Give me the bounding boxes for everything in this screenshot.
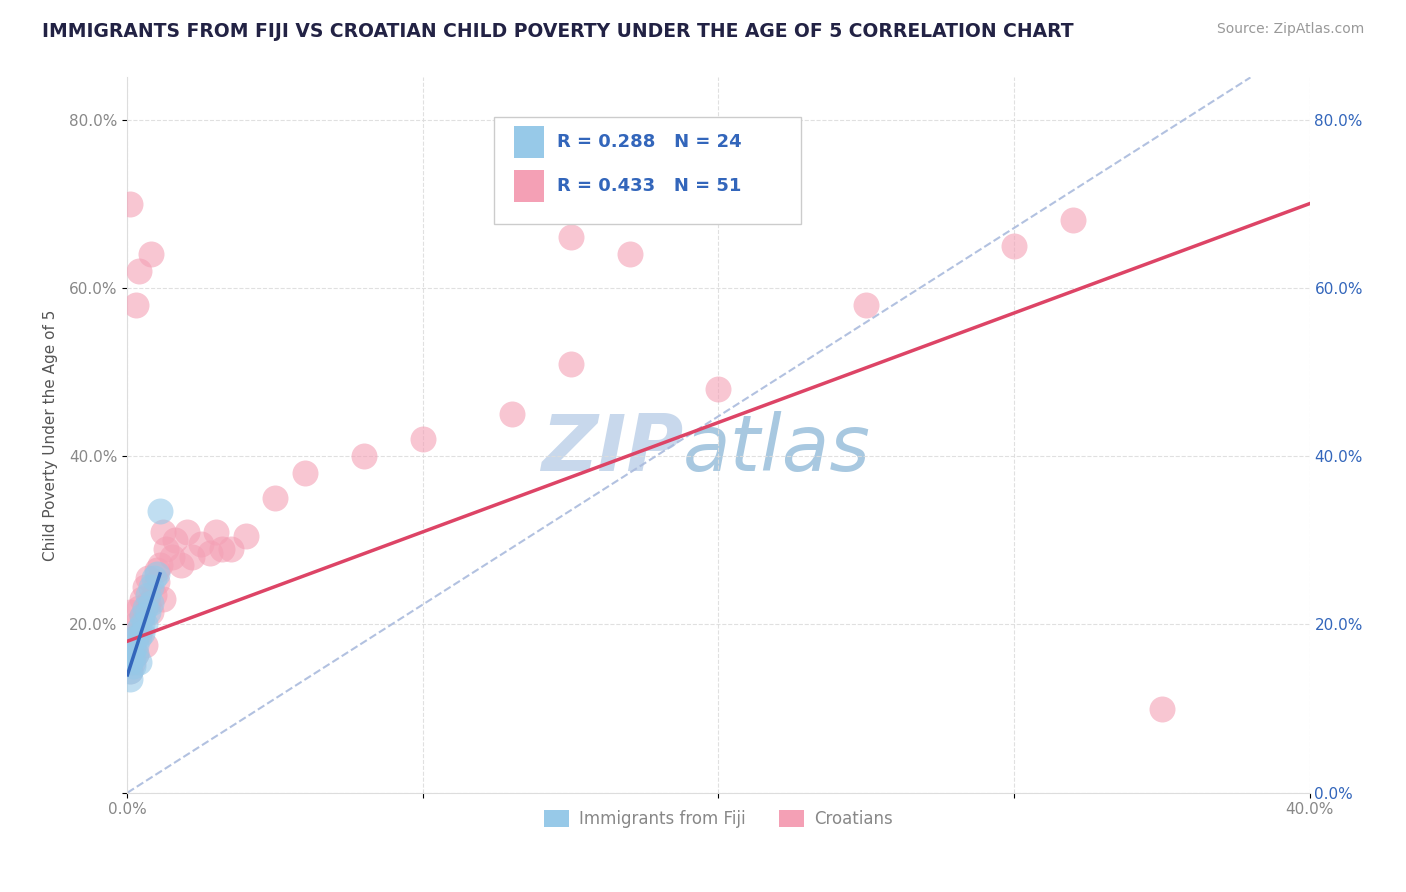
- Point: [143, 588, 166, 602]
- Point: [707, 382, 730, 396]
- Point: [205, 524, 228, 539]
- Point: [136, 605, 159, 619]
- Point: [294, 466, 316, 480]
- Point: [139, 596, 162, 610]
- Point: [120, 664, 142, 678]
- Point: [134, 617, 156, 632]
- Point: [125, 647, 148, 661]
- Point: [131, 592, 153, 607]
- Point: [160, 550, 183, 565]
- Point: [120, 196, 142, 211]
- Point: [152, 524, 174, 539]
- Point: [139, 580, 162, 594]
- Point: [120, 672, 142, 686]
- Point: [412, 432, 434, 446]
- Point: [120, 664, 142, 678]
- Point: [128, 622, 150, 636]
- Point: [560, 357, 582, 371]
- Point: [125, 630, 148, 644]
- Point: [131, 609, 153, 624]
- FancyBboxPatch shape: [494, 117, 801, 224]
- Point: [181, 550, 204, 565]
- Point: [125, 647, 148, 661]
- Point: [146, 563, 169, 577]
- Point: [619, 247, 641, 261]
- Point: [120, 630, 142, 644]
- Point: [128, 655, 150, 669]
- Point: [1062, 213, 1084, 227]
- Point: [176, 524, 198, 539]
- Text: IMMIGRANTS FROM FIJI VS CROATIAN CHILD POVERTY UNDER THE AGE OF 5 CORRELATION CH: IMMIGRANTS FROM FIJI VS CROATIAN CHILD P…: [42, 22, 1074, 41]
- Point: [122, 651, 145, 665]
- Text: R = 0.288   N = 24: R = 0.288 N = 24: [557, 133, 741, 152]
- Point: [264, 491, 287, 505]
- Point: [120, 605, 142, 619]
- Point: [169, 558, 191, 573]
- Point: [128, 264, 150, 278]
- Point: [122, 639, 145, 653]
- Point: [501, 407, 523, 421]
- Point: [163, 533, 186, 548]
- Point: [855, 298, 877, 312]
- Point: [131, 625, 153, 640]
- Point: [134, 580, 156, 594]
- Point: [219, 541, 242, 556]
- Y-axis label: Child Poverty Under the Age of 5: Child Poverty Under the Age of 5: [44, 310, 58, 561]
- Point: [128, 600, 150, 615]
- Point: [131, 617, 153, 632]
- Point: [152, 592, 174, 607]
- Point: [149, 504, 172, 518]
- Point: [1150, 701, 1173, 715]
- Point: [128, 630, 150, 644]
- Point: [125, 639, 148, 653]
- Text: ZIP: ZIP: [541, 411, 683, 487]
- Point: [136, 588, 159, 602]
- Point: [134, 600, 156, 615]
- FancyBboxPatch shape: [515, 126, 544, 159]
- Point: [353, 449, 375, 463]
- Point: [139, 247, 162, 261]
- Point: [200, 546, 222, 560]
- Point: [139, 605, 162, 619]
- Text: atlas: atlas: [683, 411, 870, 487]
- Point: [131, 609, 153, 624]
- Point: [235, 529, 257, 543]
- Point: [122, 655, 145, 669]
- Text: R = 0.433   N = 51: R = 0.433 N = 51: [557, 178, 741, 195]
- Point: [149, 558, 172, 573]
- Point: [143, 571, 166, 585]
- Point: [136, 596, 159, 610]
- Point: [122, 659, 145, 673]
- Point: [134, 639, 156, 653]
- Point: [211, 541, 233, 556]
- Point: [146, 575, 169, 590]
- Point: [190, 537, 212, 551]
- Point: [128, 625, 150, 640]
- Point: [125, 617, 148, 632]
- Point: [560, 230, 582, 244]
- Point: [155, 541, 177, 556]
- Text: Source: ZipAtlas.com: Source: ZipAtlas.com: [1216, 22, 1364, 37]
- Point: [125, 298, 148, 312]
- Point: [136, 571, 159, 585]
- Point: [1002, 238, 1025, 252]
- Point: [122, 642, 145, 657]
- Point: [146, 566, 169, 581]
- Point: [120, 655, 142, 669]
- FancyBboxPatch shape: [515, 170, 544, 202]
- Legend: Immigrants from Fiji, Croatians: Immigrants from Fiji, Croatians: [537, 803, 900, 834]
